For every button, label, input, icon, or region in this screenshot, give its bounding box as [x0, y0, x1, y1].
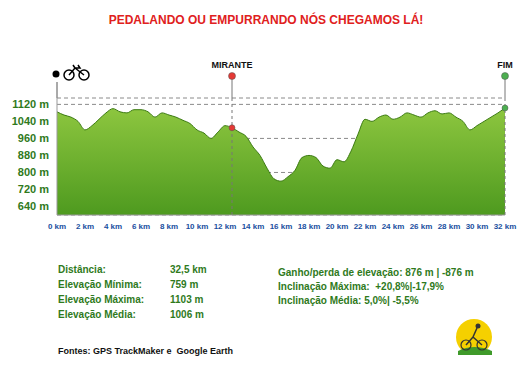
html-text:1006 m: 1006 m	[170, 309, 204, 320]
svg-text:24 km: 24 km	[382, 222, 405, 231]
svg-text:4 km: 4 km	[104, 222, 122, 231]
svg-text:30 km: 30 km	[466, 222, 489, 231]
html-text:Distância:: Distância:	[58, 264, 106, 275]
svg-text:22 km: 22 km	[354, 222, 377, 231]
svg-text:10 km: 10 km	[186, 222, 209, 231]
svg-text:640 m: 640 m	[18, 200, 49, 212]
html-text:32,5 km: 32,5 km	[170, 264, 207, 275]
svg-text:26 km: 26 km	[410, 222, 433, 231]
html-text:1103 m: 1103 m	[170, 294, 204, 305]
html-text:Inclinação Máxima: +20,8%|-17,: Inclinação Máxima: +20,8%|-17,9%	[278, 281, 444, 292]
svg-text:880 m: 880 m	[18, 149, 49, 161]
svg-text:1120 m: 1120 m	[12, 98, 49, 110]
svg-text:2 km: 2 km	[76, 222, 94, 231]
svg-text:0 km: 0 km	[48, 222, 66, 231]
html-text:Inclinação Média: 5,0%| -5,5%: Inclinação Média: 5,0%| -5,5%	[278, 295, 419, 306]
html-text:Fontes: GPS TrackMaker e Googl: Fontes: GPS TrackMaker e Google Earth	[58, 346, 234, 356]
svg-text:6 km: 6 km	[132, 222, 150, 231]
svg-text:1040 m: 1040 m	[12, 115, 50, 127]
svg-text:18 km: 18 km	[298, 222, 321, 231]
svg-text:8 km: 8 km	[160, 222, 178, 231]
svg-text:FIM: FIM	[497, 60, 513, 70]
svg-text:28 km: 28 km	[438, 222, 461, 231]
svg-text:MIRANTE: MIRANTE	[212, 60, 253, 70]
html-text:PEDALANDO OU EMPURRANDO NÓS CH: PEDALANDO OU EMPURRANDO NÓS CHEGAMOS LÁ!	[108, 13, 424, 27]
svg-text:14 km: 14 km	[242, 222, 265, 231]
svg-text:800 m: 800 m	[18, 166, 49, 178]
html-text:Elevação Máxima:: Elevação Máxima:	[58, 294, 145, 305]
html-text:Elevação Mínima:: Elevação Mínima:	[58, 279, 142, 290]
svg-text:20 km: 20 km	[326, 222, 349, 231]
svg-text:720 m: 720 m	[18, 183, 49, 195]
html-text:Ganho/perda de elevação: 876 m: Ganho/perda de elevação: 876 m | -876 m	[278, 267, 474, 278]
html-text:759 m: 759 m	[170, 279, 199, 290]
svg-text:32 km: 32 km	[494, 222, 517, 231]
svg-text:16 km: 16 km	[270, 222, 293, 231]
svg-text:960 m: 960 m	[18, 132, 49, 144]
html-text:Elevação Média:: Elevação Média:	[58, 309, 136, 320]
svg-text:12 km: 12 km	[214, 222, 237, 231]
